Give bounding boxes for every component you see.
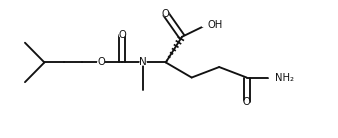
Text: NH₂: NH₂: [275, 73, 294, 83]
Ellipse shape: [163, 11, 169, 16]
Ellipse shape: [140, 60, 146, 65]
Ellipse shape: [202, 23, 211, 27]
Text: O: O: [118, 30, 126, 40]
Ellipse shape: [98, 60, 104, 65]
Text: OH: OH: [207, 20, 222, 30]
Ellipse shape: [244, 100, 249, 105]
Text: O: O: [243, 97, 250, 108]
Text: O: O: [97, 57, 105, 67]
Ellipse shape: [269, 75, 279, 80]
Ellipse shape: [119, 32, 125, 37]
Text: O: O: [162, 9, 170, 19]
Text: N: N: [139, 57, 147, 67]
